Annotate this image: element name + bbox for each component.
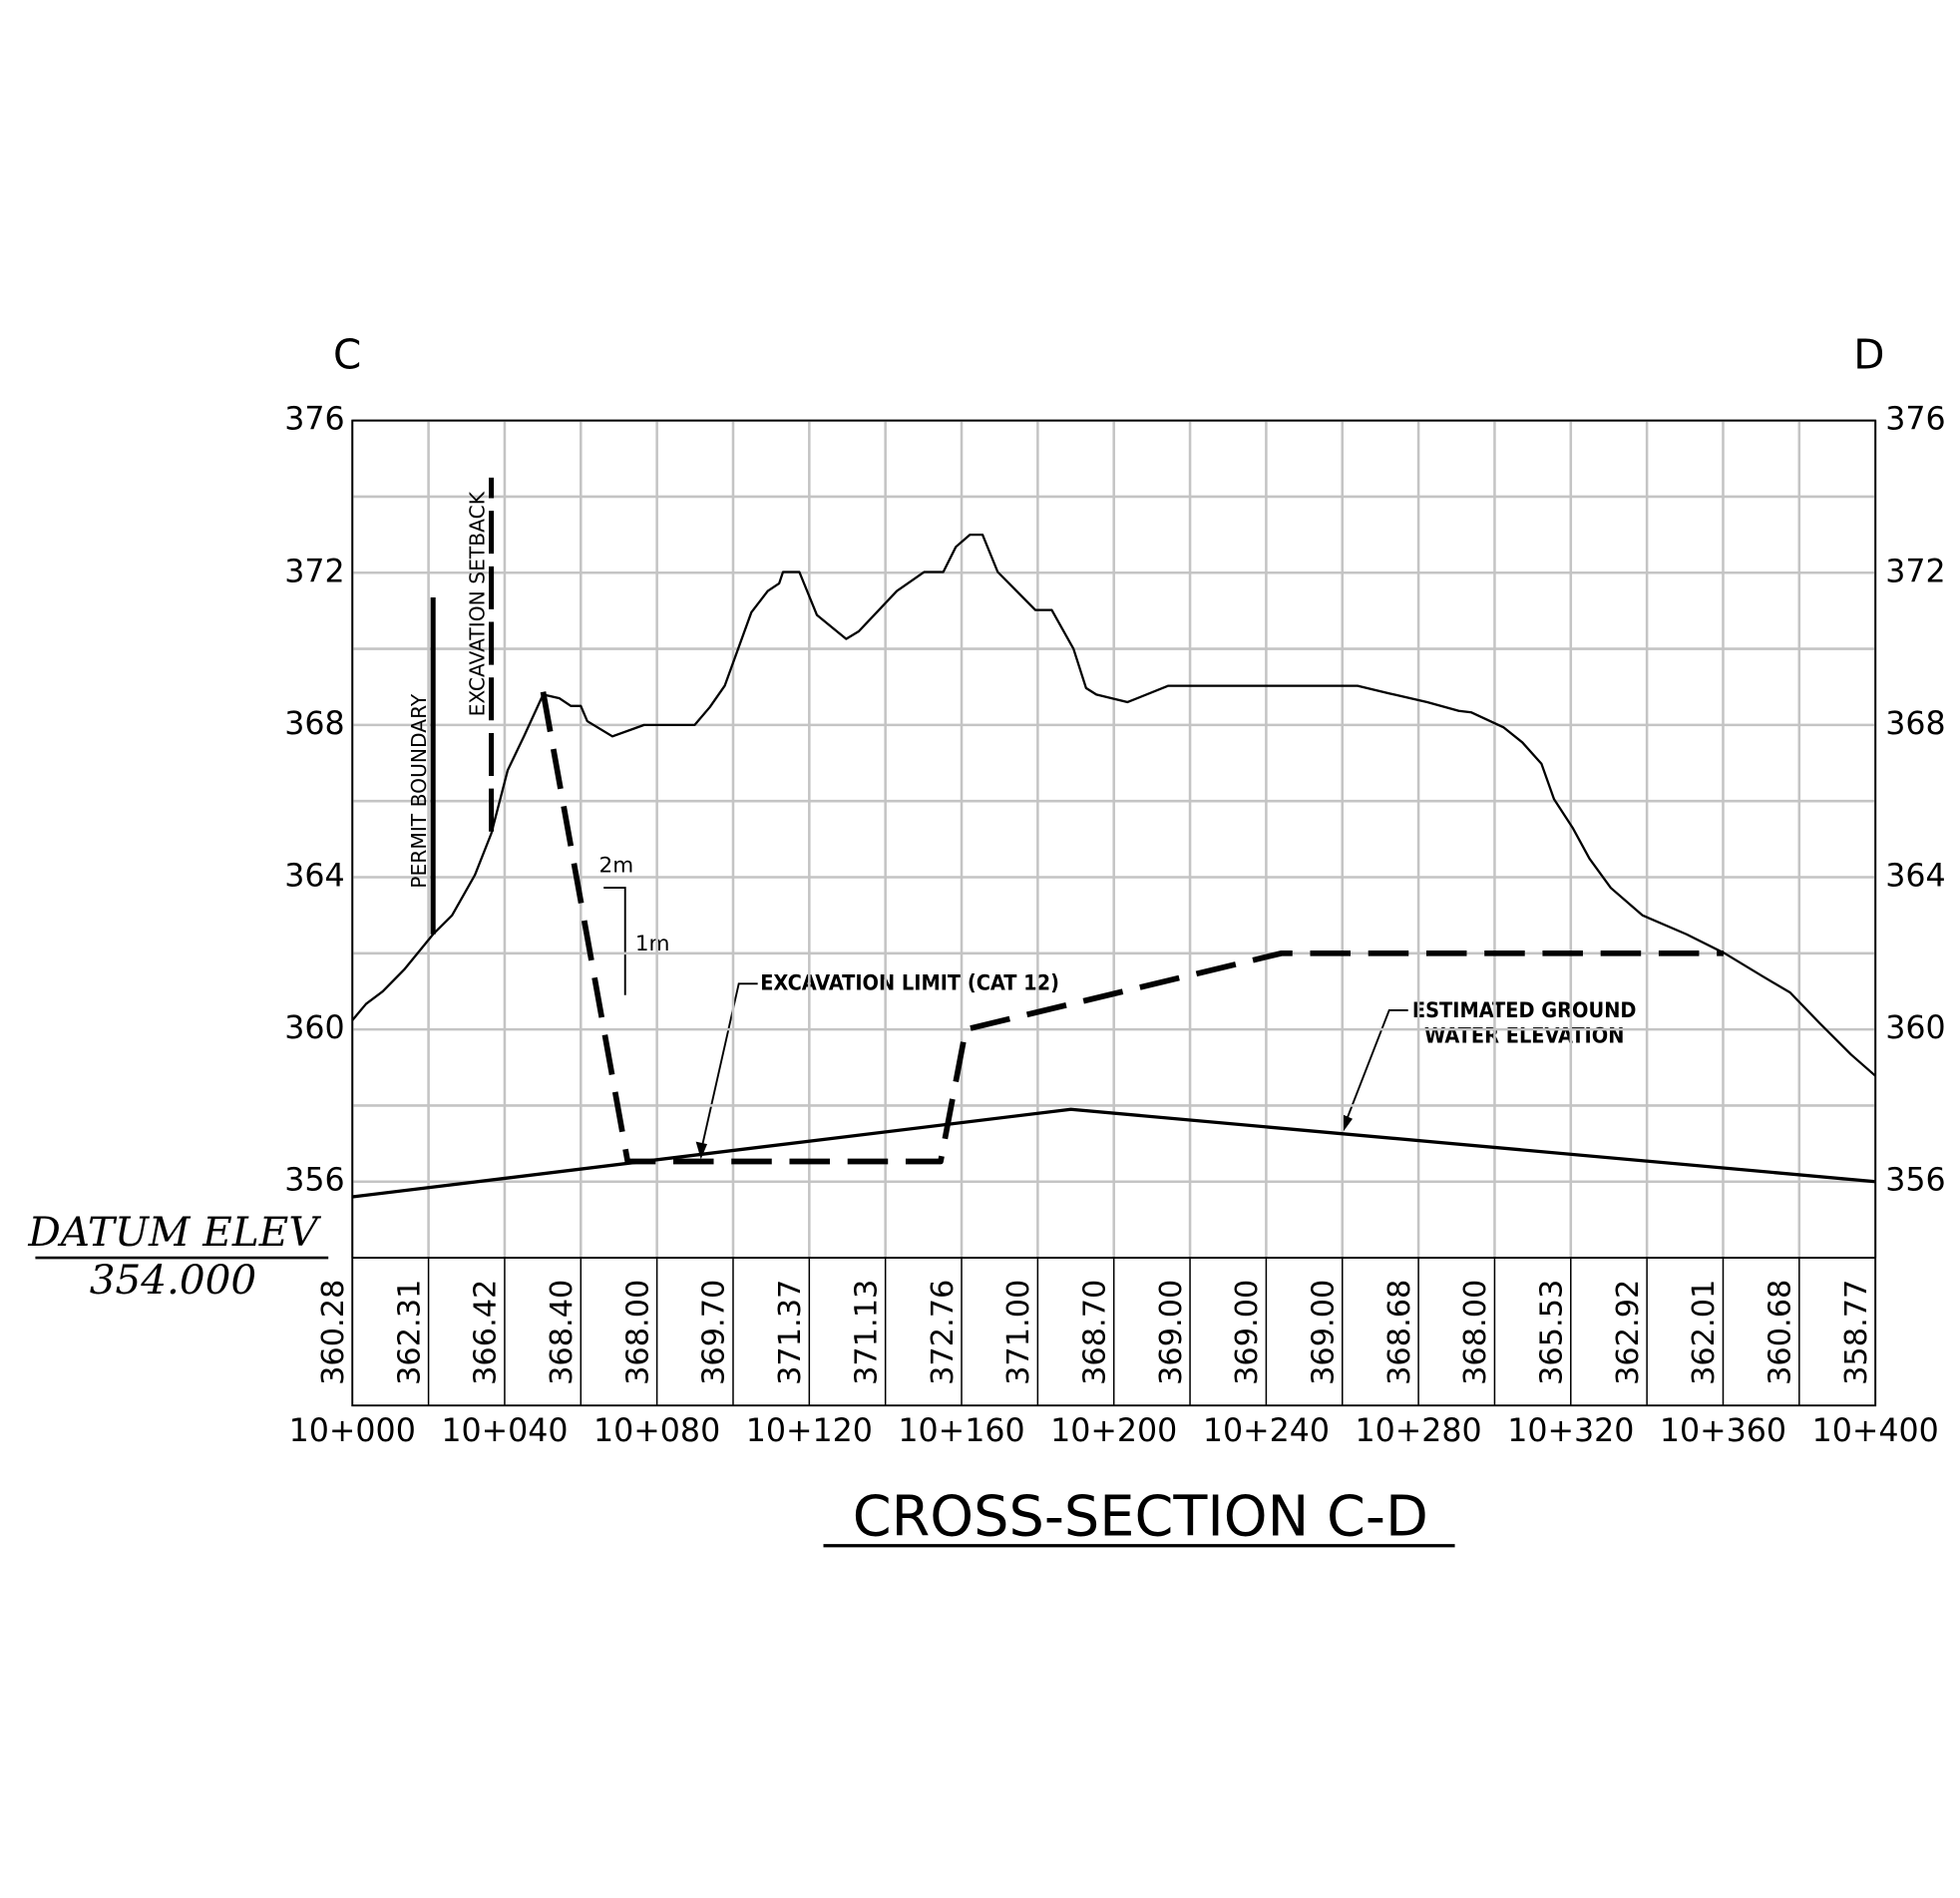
profile-line [540,691,1724,1165]
y2-tick-label: 360 [1885,1010,1945,1046]
profile-line [351,533,1876,1077]
elevation-label: 369.00 [1154,1280,1189,1385]
elevation-label: 369.00 [1307,1280,1342,1385]
x-tick-label: 10+080 [593,1413,720,1449]
x-tick-label: 10+200 [1050,1413,1177,1449]
callout-leader [699,982,758,1152]
elevation-label: 362.92 [1611,1280,1646,1385]
annotation: ESTIMATED GROUND [1412,998,1637,1023]
callout-leader [1344,1008,1408,1125]
y2-tick-label: 356 [1885,1163,1945,1199]
y2-tick-label: 368 [1885,706,1945,742]
x-tick-label: 10+280 [1356,1413,1482,1449]
elevation-label: 366.42 [469,1280,504,1385]
callout-arrow [1341,1113,1354,1133]
y2-tick-label: 372 [1885,554,1945,589]
x-tick-label: 10+040 [441,1413,568,1449]
y-tick-label: 372 [284,554,344,589]
end-label-c: C [333,330,361,378]
end-label-d: D [1853,330,1884,378]
elevation-label: 372.76 [926,1280,961,1385]
elevation-label: 365.53 [1535,1280,1570,1385]
elevation-label: 371.00 [1001,1280,1036,1385]
annotation: EXCAVATION LIMIT (CAT 12) [760,970,1059,995]
datum-value: 354.000 [90,1256,256,1304]
y2-tick-label: 376 [1885,402,1945,438]
elevation-label: 369.00 [1230,1280,1265,1385]
elevation-label: 371.13 [849,1280,884,1385]
marker-label: PERMIT BOUNDARY [407,693,431,889]
callout-arrow [695,1141,708,1160]
y-tick-label: 356 [284,1163,344,1199]
elevation-label: 368.40 [545,1280,580,1385]
profile-line [352,1107,1876,1199]
datum-label: DATUM ELEV [27,1208,321,1256]
plot-frame [351,419,1877,1407]
x-tick-label: 10+400 [1812,1413,1939,1449]
x-tick-label: 10+120 [746,1413,873,1449]
elevation-label: 362.01 [1687,1280,1722,1385]
slope-run: 2m [599,854,634,879]
y-tick-label: 376 [284,402,344,438]
x-tick-label: 10+000 [289,1413,416,1449]
elevation-label: 368.00 [1458,1280,1493,1385]
y-tick-label: 368 [284,706,344,742]
elevation-label: 360.68 [1764,1280,1798,1385]
y-tick-label: 360 [284,1010,344,1046]
x-tick-label: 10+160 [898,1413,1024,1449]
annotation: WATER ELEVATION [1424,1023,1624,1048]
elevation-label: 369.70 [697,1280,732,1385]
y-tick-label: 364 [284,859,344,895]
slope-indicator [603,887,626,995]
elevation-label: 358.77 [1839,1280,1874,1385]
x-tick-label: 10+320 [1507,1413,1634,1449]
elevation-label: 368.70 [1077,1280,1112,1385]
x-tick-label: 10+240 [1203,1413,1330,1449]
x-tick-label: 10+360 [1660,1413,1786,1449]
elevation-label: 368.00 [620,1280,655,1385]
elevation-label: 368.68 [1382,1280,1417,1385]
y2-tick-label: 364 [1885,859,1945,895]
elevation-label: 360.28 [316,1280,351,1385]
marker-label: EXCAVATION SETBACK [465,491,489,716]
elevation-label: 362.31 [392,1280,427,1385]
title: CROSS-SECTION C-D [853,1485,1428,1550]
elevation-label: 371.37 [773,1280,808,1385]
